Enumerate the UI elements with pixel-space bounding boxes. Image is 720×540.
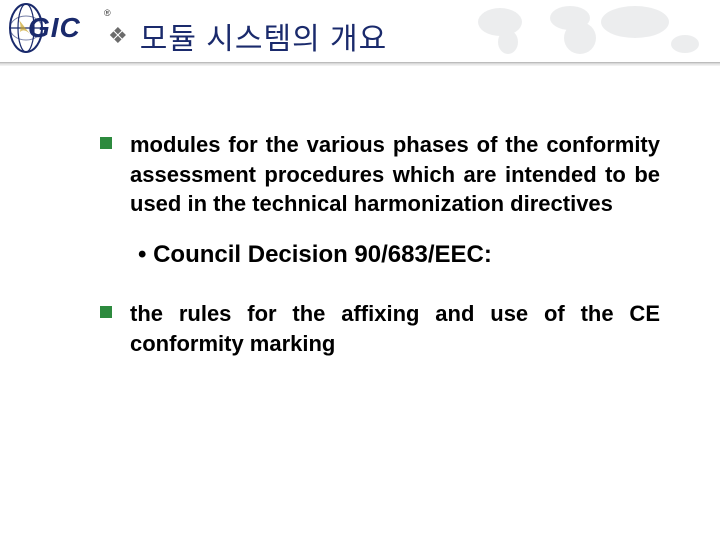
body-text: the rules for the affixing and use of th…: [130, 299, 660, 358]
sub-bullet: • Council Decision 90/683/EEC:: [138, 241, 660, 269]
logo-text: GIC: [28, 12, 81, 44]
world-map-decoration: [460, 0, 720, 58]
slide-content: modules for the various phases of the co…: [100, 130, 660, 380]
slide-title: 모듈 시스템의 개요: [140, 14, 387, 58]
square-bullet-icon: [100, 137, 112, 149]
gic-logo: GIC ®: [8, 2, 100, 58]
slide-header: GIC ® ❖ 모듈 시스템의 개요: [0, 0, 720, 68]
title-row: ❖ 모듈 시스템의 개요: [108, 14, 387, 58]
body-text: modules for the various phases of the co…: [130, 130, 660, 219]
list-item: modules for the various phases of the co…: [100, 130, 660, 219]
diamond-bullet-icon: ❖: [108, 23, 128, 49]
list-item: the rules for the affixing and use of th…: [100, 299, 660, 358]
header-divider: [0, 62, 720, 66]
square-bullet-icon: [100, 306, 112, 318]
